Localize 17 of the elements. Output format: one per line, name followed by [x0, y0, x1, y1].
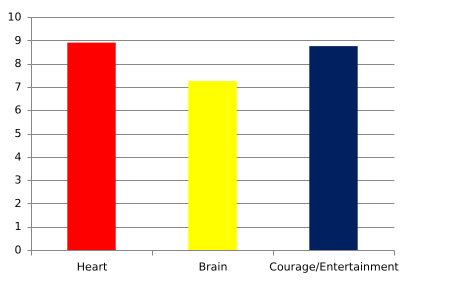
y-tick-label: 2	[14, 196, 22, 210]
y-tick-label: 10	[8, 10, 22, 24]
y-tick-label: 4	[14, 150, 22, 164]
y-tick-label: 7	[14, 80, 22, 94]
y-tick-label: 0	[14, 244, 22, 256]
x-tick-label: Courage/Entertainment	[269, 260, 400, 274]
bar	[188, 81, 237, 250]
y-tick-label: 1	[14, 220, 22, 234]
y-tick-label: 5	[14, 127, 22, 140]
bar	[67, 42, 116, 250]
bar	[309, 46, 358, 250]
y-tick-label: 6	[14, 104, 22, 117]
y-tick-label: 9	[14, 34, 22, 47]
x-tick-label: Heart	[76, 260, 108, 274]
y-tick-label: 3	[14, 174, 22, 187]
x-tick-label: Brain	[198, 260, 228, 274]
y-tick-label: 8	[14, 57, 22, 70]
